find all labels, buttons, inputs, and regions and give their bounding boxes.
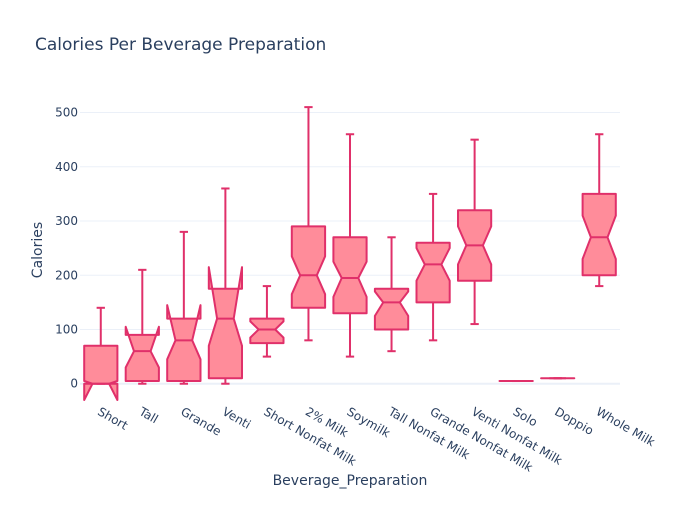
notched-box — [583, 194, 616, 275]
box-venti — [209, 188, 242, 383]
box-short — [84, 308, 117, 400]
chart-title: Calories Per Beverage Preparation — [35, 35, 326, 55]
box-soymilk — [333, 134, 366, 356]
y-axis-title: Calories — [30, 222, 46, 278]
x-tick-label: Doppio — [552, 404, 596, 437]
x-tick-label: Whole Milk — [594, 404, 658, 449]
y-tick-label: 400 — [55, 160, 78, 174]
notched-box — [375, 289, 408, 330]
x-axis-title: Beverage_Preparation — [273, 473, 428, 489]
box-grande — [167, 232, 200, 384]
x-tick-label: Solo — [511, 404, 540, 429]
notched-box — [126, 327, 159, 381]
x-tick-label: Soymilk — [345, 404, 393, 440]
box-whole-milk — [583, 134, 616, 286]
box-short-nonfat-milk — [250, 286, 283, 357]
box-tall-nonfat-milk — [375, 237, 408, 351]
box-layer — [84, 107, 616, 400]
notched-box — [84, 346, 117, 400]
notched-box — [417, 243, 450, 303]
x-tick-label: Venti — [220, 404, 253, 431]
y-tick-label: 500 — [55, 106, 78, 120]
x-tick-label: Tall — [136, 404, 161, 426]
y-tick-label: 100 — [55, 322, 78, 336]
box-2-milk — [292, 107, 325, 340]
y-tick-labels: 0 100 200 300 400 500 — [55, 106, 78, 391]
notched-box — [292, 226, 325, 307]
notched-box — [250, 319, 283, 344]
x-tick-label: Short — [95, 404, 130, 432]
box-grande-nonfat-milk — [417, 194, 450, 340]
box-venti-nonfat-milk — [458, 140, 491, 324]
y-tick-label: 300 — [55, 214, 78, 228]
y-tick-label: 0 — [70, 377, 78, 391]
x-tick-label: Grande — [178, 404, 223, 438]
box-tall — [126, 270, 159, 384]
y-tick-label: 200 — [55, 268, 78, 282]
